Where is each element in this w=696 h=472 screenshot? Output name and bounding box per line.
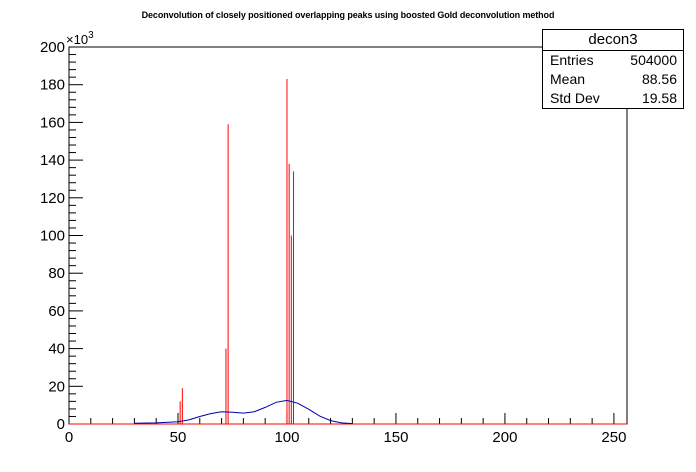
stats-value: 504000 — [630, 52, 677, 68]
y-multiplier-base: ×10 — [66, 32, 88, 47]
series-group — [69, 79, 627, 425]
stats-key: Entries — [550, 52, 594, 68]
stats-box-title: decon3 — [543, 30, 683, 51]
y-tick-label: 0 — [57, 416, 65, 433]
stats-value: 19.58 — [641, 90, 677, 106]
axis-ticks — [68, 46, 615, 425]
y-tick-label: 20 — [48, 378, 65, 395]
x-tick-label: 250 — [601, 429, 626, 446]
y-tick-labels: 0 20 40 60 80 100 120 140 160 180 200 — [40, 39, 65, 433]
y-tick-label: 80 — [48, 265, 65, 282]
blue-series-line — [134, 399, 353, 425]
x-tick-label: 150 — [383, 429, 408, 446]
x-tick-label: 0 — [65, 429, 73, 446]
y-tick-label: 140 — [40, 152, 65, 169]
y-tick-label: 120 — [40, 190, 65, 207]
x-tick-label: 200 — [492, 429, 517, 446]
stats-key: Std Dev — [550, 90, 600, 106]
y-multiplier-exp: 3 — [88, 30, 94, 41]
chart-title: Deconvolution of closely positioned over… — [141, 10, 555, 20]
stats-row-mean: Mean 88.56 — [543, 70, 683, 89]
y-tick-label: 100 — [40, 228, 65, 245]
y-tick-label: 180 — [40, 77, 65, 94]
y-tick-label: 40 — [48, 341, 65, 358]
y-multiplier-label: ×103 — [66, 30, 94, 47]
y-tick-label: 60 — [48, 303, 65, 320]
x-tick-label: 100 — [274, 429, 299, 446]
y-tick-label: 200 — [40, 39, 65, 56]
x-tick-label: 50 — [170, 429, 187, 446]
stats-box: decon3 Entries 504000 Mean 88.56 Std Dev… — [542, 29, 684, 109]
stats-value: 88.56 — [641, 71, 677, 87]
stats-row-stddev: Std Dev 19.58 — [543, 89, 683, 108]
stats-key: Mean — [550, 71, 586, 87]
stats-row-entries: Entries 504000 — [543, 51, 683, 70]
x-tick-labels: 0 50 100 150 200 250 — [65, 429, 627, 446]
y-tick-label: 160 — [40, 114, 65, 131]
